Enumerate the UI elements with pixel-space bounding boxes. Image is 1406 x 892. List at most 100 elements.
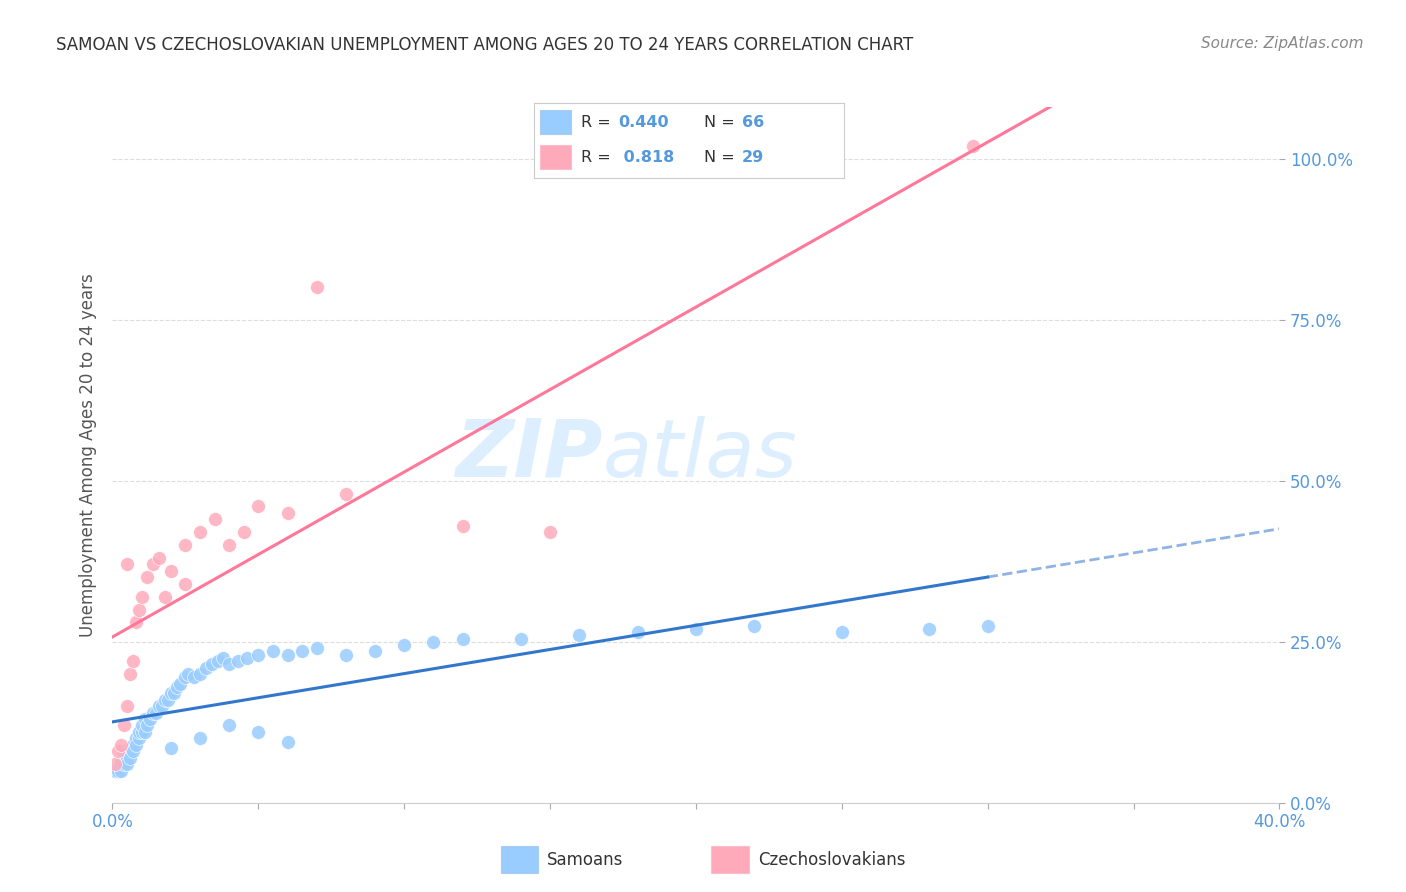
Point <box>128 725 150 739</box>
Point <box>156 692 179 706</box>
Point <box>160 686 183 700</box>
Point <box>107 744 129 758</box>
Point <box>235 651 257 665</box>
Point <box>104 764 127 778</box>
Point <box>148 699 170 714</box>
Point <box>364 644 387 658</box>
Point <box>128 731 150 746</box>
Point <box>188 525 211 540</box>
Point <box>115 558 138 572</box>
Point <box>188 731 211 746</box>
Point <box>335 486 357 500</box>
Point <box>139 712 162 726</box>
Text: atlas: atlas <box>603 416 797 494</box>
Point <box>134 712 156 726</box>
Point <box>125 731 148 746</box>
Point <box>194 660 217 674</box>
Point <box>122 654 145 668</box>
Point <box>160 564 183 578</box>
Point <box>104 757 127 772</box>
Point <box>976 618 998 632</box>
Point <box>122 744 145 758</box>
Point <box>276 506 298 520</box>
Point <box>451 632 474 646</box>
Point <box>134 725 156 739</box>
Point <box>118 744 141 758</box>
Point <box>509 632 531 646</box>
Point <box>153 692 176 706</box>
Point <box>262 644 284 658</box>
Text: 66: 66 <box>741 115 763 130</box>
Bar <box>711 847 749 873</box>
Point <box>451 518 474 533</box>
Point <box>174 576 197 591</box>
Point <box>115 699 138 714</box>
Point <box>742 618 765 632</box>
Point <box>110 757 132 772</box>
Point <box>335 648 357 662</box>
Point <box>627 625 650 640</box>
Point <box>276 648 298 662</box>
Point <box>207 654 229 668</box>
Text: N =: N = <box>704 150 741 165</box>
Point <box>394 638 416 652</box>
Point <box>247 500 270 514</box>
Point <box>305 280 328 294</box>
Point <box>831 625 853 640</box>
Point <box>305 641 328 656</box>
Point <box>110 738 132 752</box>
Point <box>136 718 159 732</box>
Point <box>247 648 270 662</box>
Text: R =: R = <box>581 115 616 130</box>
Point <box>291 644 314 658</box>
Point <box>188 667 211 681</box>
Point <box>131 590 153 604</box>
Text: Source: ZipAtlas.com: Source: ZipAtlas.com <box>1201 36 1364 51</box>
Text: N =: N = <box>704 115 741 130</box>
Text: ZIP: ZIP <box>456 416 603 494</box>
Point <box>153 590 176 604</box>
Point <box>174 670 197 684</box>
Point <box>125 738 148 752</box>
Point <box>122 738 145 752</box>
Text: R =: R = <box>581 150 616 165</box>
Point <box>918 622 941 636</box>
Point <box>142 558 165 572</box>
Text: SAMOAN VS CZECHOSLOVAKIAN UNEMPLOYMENT AMONG AGES 20 TO 24 YEARS CORRELATION CHA: SAMOAN VS CZECHOSLOVAKIAN UNEMPLOYMENT A… <box>56 36 914 54</box>
Point <box>128 602 150 616</box>
Point <box>148 551 170 566</box>
Point <box>174 538 197 552</box>
Bar <box>540 145 571 169</box>
Point <box>136 570 159 584</box>
Point <box>131 725 153 739</box>
Y-axis label: Unemployment Among Ages 20 to 24 years: Unemployment Among Ages 20 to 24 years <box>79 273 97 637</box>
Point <box>118 750 141 764</box>
Point <box>201 657 224 672</box>
Point <box>166 680 188 694</box>
Point <box>422 634 444 648</box>
Bar <box>501 847 538 873</box>
Point <box>212 651 235 665</box>
Text: 0.818: 0.818 <box>617 150 673 165</box>
Point <box>112 718 135 732</box>
Point <box>163 686 186 700</box>
Point <box>685 622 707 636</box>
Point <box>142 706 165 720</box>
Point <box>538 525 561 540</box>
Point <box>276 734 298 748</box>
Point <box>169 676 191 690</box>
Point <box>204 512 226 526</box>
Point <box>118 667 141 681</box>
Point <box>150 699 173 714</box>
Point <box>160 741 183 756</box>
Point <box>218 718 240 732</box>
Point <box>232 525 254 540</box>
Point <box>247 725 270 739</box>
Point <box>962 138 984 153</box>
Text: 0.440: 0.440 <box>617 115 668 130</box>
Bar <box>540 111 571 135</box>
Text: 29: 29 <box>741 150 763 165</box>
Point <box>112 757 135 772</box>
Point <box>218 657 240 672</box>
Text: Samoans: Samoans <box>547 851 623 869</box>
